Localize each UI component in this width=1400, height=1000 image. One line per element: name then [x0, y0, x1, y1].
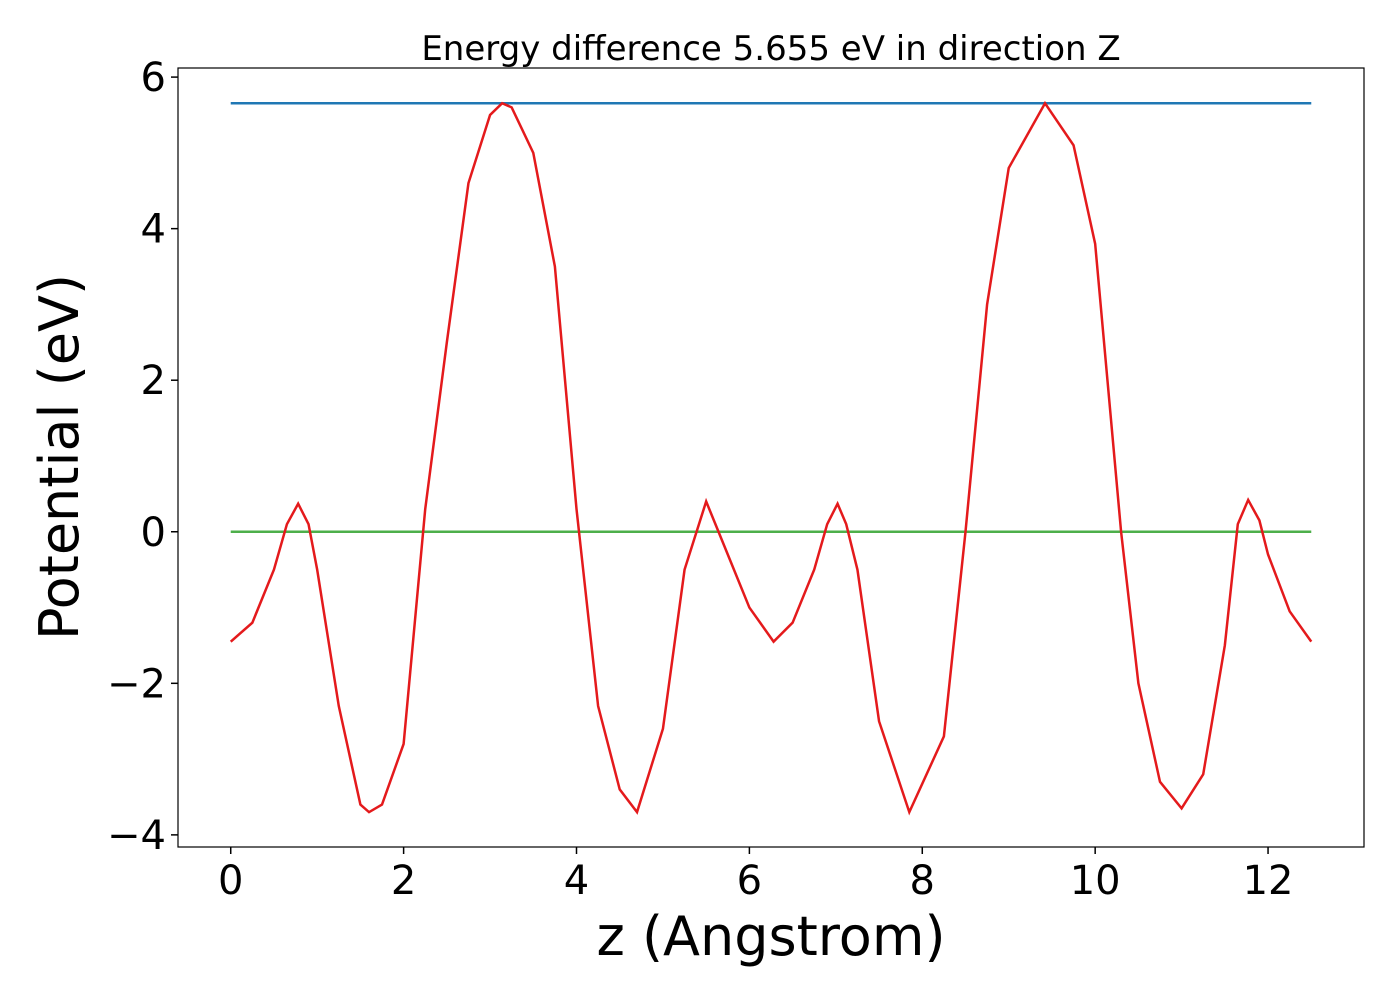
x-tick-label: 6	[737, 858, 762, 904]
x-tick-label: 10	[1070, 858, 1121, 904]
chart-title: Energy difference 5.655 eV in direction …	[421, 29, 1120, 69]
x-tick-label: 8	[910, 858, 935, 904]
plot-frame	[177, 67, 1365, 848]
x-tick-label: 0	[218, 858, 243, 904]
y-tick-label: −4	[107, 813, 166, 859]
series-line	[229, 100, 1313, 816]
y-tick-label: 6	[141, 55, 166, 101]
x-tick-label: 2	[391, 858, 416, 904]
x-tick-label: 12	[1243, 858, 1294, 904]
y-tick-label: 2	[141, 358, 166, 404]
x-axis-label: z (Angstrom)	[596, 905, 945, 968]
y-tick-label: 4	[141, 207, 166, 253]
y-axis-label: Potential (eV)	[28, 274, 91, 640]
x-tick-label: 4	[564, 858, 589, 904]
y-tick-label: −2	[107, 661, 166, 707]
y-tick-label: 0	[141, 510, 166, 556]
